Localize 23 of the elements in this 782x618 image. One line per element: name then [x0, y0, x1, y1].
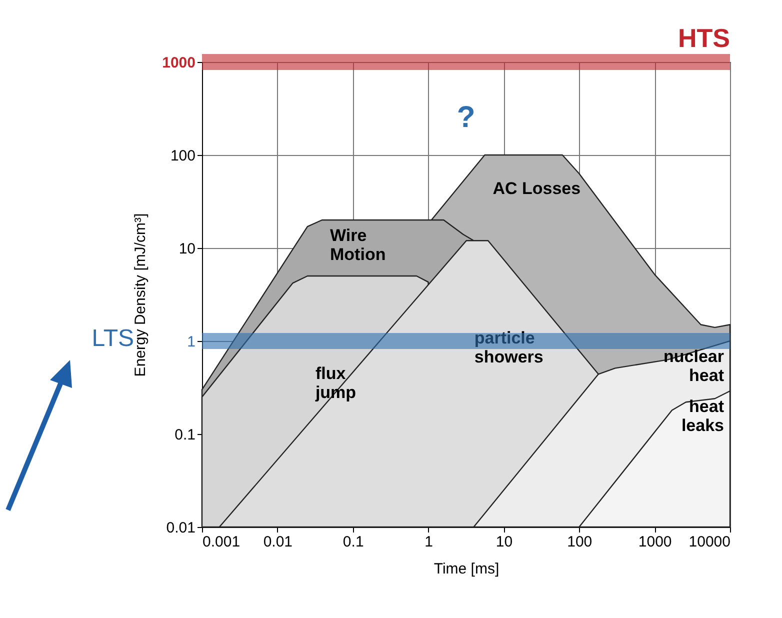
- y-tick-label: 0.1: [174, 426, 196, 444]
- y-tick-label: 1000: [162, 54, 196, 72]
- x-tick-label: 0.1: [342, 534, 364, 550]
- y-tick-label: 1: [187, 334, 196, 350]
- ref-line-label: LTS: [92, 325, 134, 352]
- ref-line-label: HTS: [678, 23, 730, 53]
- series-label: heat leaks: [681, 396, 724, 435]
- x-tick-label: 100: [567, 534, 592, 550]
- x-tick-label: 10: [496, 534, 513, 550]
- series-label: nuclear heat: [664, 347, 724, 385]
- y-tick-label: 10: [178, 240, 196, 258]
- x-tick-label: 1000: [638, 534, 672, 550]
- x-tick-label: 1: [424, 534, 433, 550]
- series-label: AC Losses: [492, 179, 581, 198]
- annotation: ?: [456, 100, 476, 134]
- y-axis-title: Energy Density [mJ/cm³]: [132, 213, 150, 377]
- x-tick-label: 10000: [688, 534, 730, 550]
- y-tick-label: 0.01: [166, 520, 196, 536]
- x-axis-title: Time [ms]: [434, 560, 500, 578]
- x-tick-label: 0.001: [202, 534, 240, 550]
- x-tick-label: 0.01: [263, 534, 293, 550]
- series-label: Wire Motion: [330, 226, 386, 264]
- y-tick-label: 100: [170, 148, 196, 164]
